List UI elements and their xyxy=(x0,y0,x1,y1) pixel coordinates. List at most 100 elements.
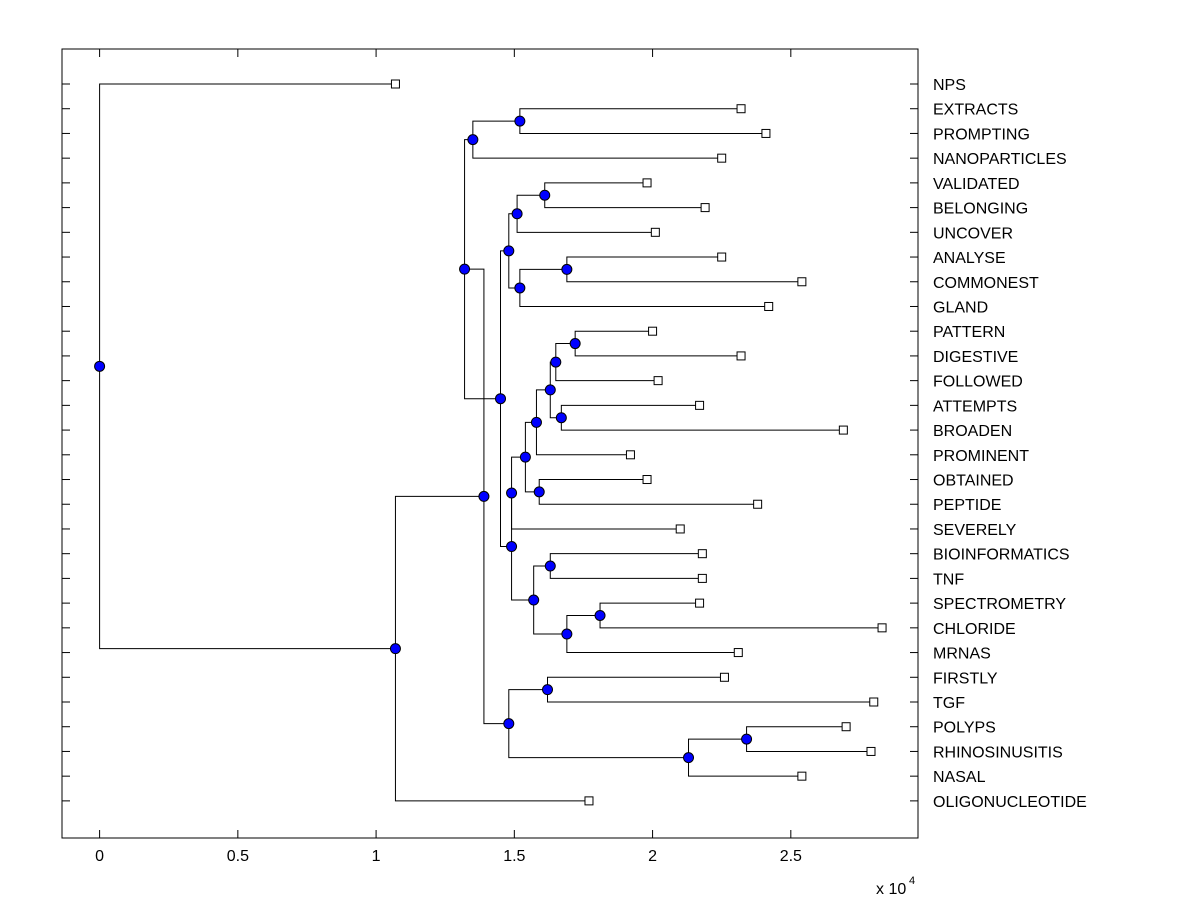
cluster-node xyxy=(555,412,567,424)
node-markers xyxy=(94,115,753,764)
x-tick-label: 2.5 xyxy=(780,848,802,865)
leaf-marker xyxy=(719,672,729,682)
leaf-marker xyxy=(838,425,848,435)
leaf-marker xyxy=(648,326,658,336)
leaf-label: VALIDATED xyxy=(933,176,1020,193)
cluster-node xyxy=(514,282,526,294)
branch xyxy=(555,343,576,363)
leaf-label: ANALYSE xyxy=(933,250,1006,267)
leaf-label: OBTAINED xyxy=(933,473,1014,490)
leaf-marker xyxy=(869,697,879,707)
leaf-marker xyxy=(877,623,887,633)
leaf-label: PROMPTING xyxy=(933,126,1030,143)
x-multiplier-text: x 10 xyxy=(876,881,906,898)
cluster-node xyxy=(459,263,471,275)
branch xyxy=(394,495,484,649)
branch xyxy=(511,546,534,601)
leaf-label: NANOPARTICLES xyxy=(933,151,1067,168)
leaf-label: FIRSTLY xyxy=(933,670,998,687)
branch xyxy=(519,287,769,307)
leaf-label: TGF xyxy=(933,695,965,712)
cluster-node xyxy=(741,733,753,745)
cluster-node xyxy=(561,628,573,640)
leaf-label: FOLLOWED xyxy=(933,374,1023,391)
leaf-marker xyxy=(736,351,746,361)
branch xyxy=(533,565,551,601)
leaf-marker xyxy=(761,128,771,138)
branch xyxy=(511,493,681,530)
branch xyxy=(566,634,739,654)
leaf-marker xyxy=(390,79,400,89)
x-multiplier-exponent: 4 xyxy=(909,875,915,887)
leaf-marker xyxy=(642,178,652,188)
leaf-marker xyxy=(717,252,727,262)
leaf-marker xyxy=(797,771,807,781)
branch xyxy=(516,194,545,214)
leaf-marker xyxy=(797,277,807,287)
plot-area xyxy=(61,48,919,839)
leaf-label: POLYPS xyxy=(933,720,996,737)
leaf-label: OLIGONUCLEOTIDE xyxy=(933,794,1087,811)
leaf-markers xyxy=(390,79,887,806)
branch xyxy=(688,738,747,758)
leaf-marker xyxy=(736,104,746,114)
cluster-node xyxy=(467,134,479,146)
leaf-marker xyxy=(650,227,660,237)
branch xyxy=(535,422,631,456)
cluster-node xyxy=(561,263,573,275)
leaf-marker xyxy=(642,475,652,485)
cluster-node xyxy=(528,594,540,606)
leaf-label: PATTERN xyxy=(933,324,1005,341)
leaf-marker xyxy=(841,722,851,732)
leaf-marker xyxy=(697,573,707,583)
cluster-node xyxy=(478,490,490,502)
cluster-node xyxy=(542,684,554,696)
branch xyxy=(483,496,509,725)
branch xyxy=(516,213,656,233)
leaf-label: EXTRACTS xyxy=(933,102,1018,119)
branch xyxy=(394,648,589,802)
leaf-label: CHLORIDE xyxy=(933,621,1016,638)
leaf-label: GLAND xyxy=(933,299,988,316)
leaf-marker xyxy=(584,796,594,806)
branch xyxy=(508,723,689,759)
cluster-node xyxy=(503,245,515,257)
cluster-node xyxy=(683,752,695,764)
cluster-node xyxy=(503,718,515,730)
branch xyxy=(533,600,567,635)
leaf-label: MRNAS xyxy=(933,646,991,663)
x-tick-label: 2 xyxy=(648,848,657,865)
cluster-node xyxy=(539,189,551,201)
branch xyxy=(99,83,396,367)
cluster-node xyxy=(530,416,542,428)
cluster-node xyxy=(550,356,562,368)
leaf-label: COMMONEST xyxy=(933,275,1039,292)
leaf-marker xyxy=(866,746,876,756)
branch xyxy=(472,120,520,140)
cluster-node xyxy=(519,451,531,463)
x-multiplier: x 10 4 xyxy=(876,875,915,898)
branch xyxy=(472,139,722,159)
cluster-node xyxy=(544,384,556,396)
leaf-marker xyxy=(764,301,774,311)
branch xyxy=(99,366,396,650)
x-tick-label: 1.5 xyxy=(503,848,525,865)
branch xyxy=(464,268,485,497)
leaf-marker xyxy=(675,524,685,534)
leaf-label: BIOINFORMATICS xyxy=(933,547,1070,564)
leaf-label: BROADEN xyxy=(933,423,1012,440)
cluster-node xyxy=(389,643,401,655)
cluster-node xyxy=(94,360,106,372)
y-ticks xyxy=(62,83,918,802)
branch xyxy=(555,362,659,382)
cluster-node xyxy=(514,115,526,127)
leaf-label: TNF xyxy=(933,571,964,588)
leaf-marker xyxy=(695,400,705,410)
cluster-node xyxy=(506,541,518,553)
x-tick-label: 1 xyxy=(372,848,381,865)
x-tick-label: 0 xyxy=(95,848,104,865)
cluster-node xyxy=(569,338,581,350)
leaf-marker xyxy=(717,153,727,163)
cluster-node xyxy=(533,486,545,498)
